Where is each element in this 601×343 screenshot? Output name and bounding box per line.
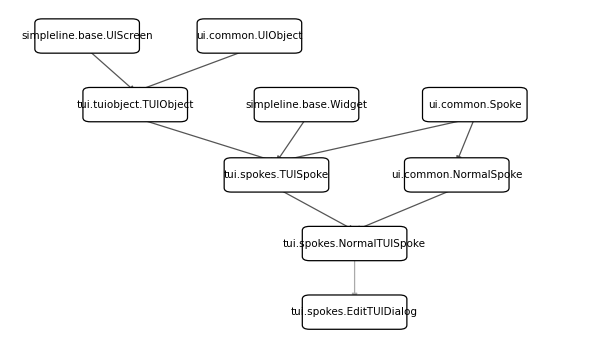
FancyBboxPatch shape: [302, 295, 407, 329]
FancyBboxPatch shape: [423, 87, 527, 122]
FancyBboxPatch shape: [404, 158, 509, 192]
Text: tui.spokes.NormalTUISpoke: tui.spokes.NormalTUISpoke: [283, 238, 426, 249]
Text: ui.common.NormalSpoke: ui.common.NormalSpoke: [391, 170, 522, 180]
Text: simpleline.base.UIScreen: simpleline.base.UIScreen: [21, 31, 153, 41]
Text: simpleline.base.Widget: simpleline.base.Widget: [246, 99, 367, 110]
FancyBboxPatch shape: [197, 19, 302, 53]
FancyBboxPatch shape: [302, 226, 407, 261]
Text: tui.tuiobject.TUIObject: tui.tuiobject.TUIObject: [76, 99, 194, 110]
Text: ui.common.UIObject: ui.common.UIObject: [197, 31, 302, 41]
Text: tui.spokes.EditTUIDialog: tui.spokes.EditTUIDialog: [291, 307, 418, 317]
FancyBboxPatch shape: [35, 19, 139, 53]
FancyBboxPatch shape: [254, 87, 359, 122]
FancyBboxPatch shape: [224, 158, 329, 192]
Text: ui.common.Spoke: ui.common.Spoke: [428, 99, 522, 110]
FancyBboxPatch shape: [83, 87, 188, 122]
Text: tui.spokes.TUISpoke: tui.spokes.TUISpoke: [224, 170, 329, 180]
